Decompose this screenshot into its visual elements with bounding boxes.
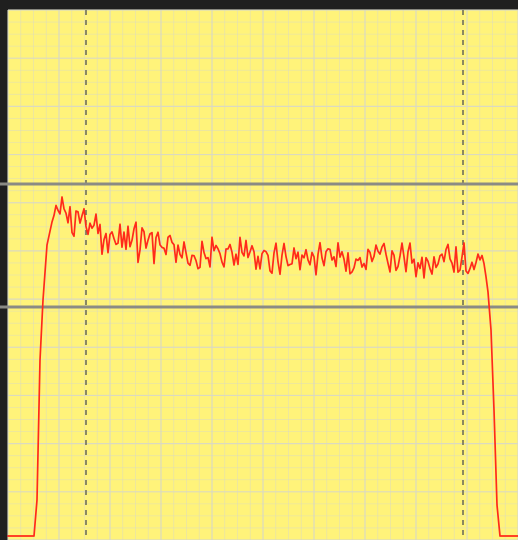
grid [7,9,518,540]
signal-trace [7,196,518,537]
